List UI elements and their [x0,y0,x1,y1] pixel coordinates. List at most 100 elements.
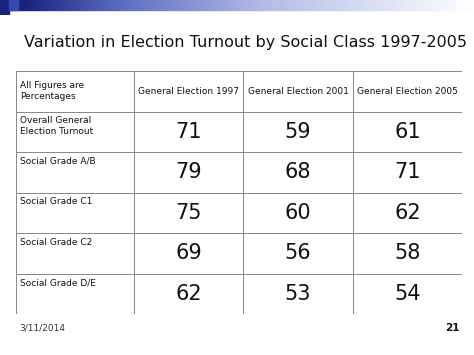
Bar [270,0,273,10]
Bar [242,0,244,10]
Bar [192,0,194,10]
Bar [450,0,453,10]
Bar [145,0,147,10]
Text: 21: 21 [445,323,460,333]
Text: Social Grade D/E: Social Grade D/E [20,279,96,288]
Text: 61: 61 [394,122,421,142]
Bar [187,0,190,10]
Bar [261,0,263,10]
Text: 60: 60 [285,203,311,223]
Bar [57,0,59,10]
Bar [294,0,296,10]
Bar [28,0,31,10]
Bar [0,10,9,15]
Bar [235,0,237,10]
Bar [379,0,382,10]
Bar [185,0,187,10]
Bar [417,0,419,10]
Bar [194,0,197,10]
Bar [384,0,386,10]
Bar [356,0,358,10]
Bar [114,0,116,10]
Bar [263,0,265,10]
Text: Overall General
Election Turnout: Overall General Election Turnout [20,116,93,136]
Bar [78,0,81,10]
Bar [2,0,5,10]
Bar [358,0,360,10]
Bar [337,0,339,10]
Bar [422,0,424,10]
Bar [363,0,365,10]
Bar [85,0,88,10]
Bar [100,0,102,10]
Bar [62,0,64,10]
Bar [83,0,85,10]
Bar [168,0,171,10]
Bar [178,0,180,10]
Bar [126,0,128,10]
Bar [467,0,469,10]
Bar [469,0,472,10]
Bar [310,0,313,10]
Bar [325,0,327,10]
Bar [128,0,130,10]
Bar [107,0,109,10]
Bar [156,0,159,10]
Bar [19,0,21,10]
Text: Social Grade A/B: Social Grade A/B [20,157,96,166]
Bar [408,0,410,10]
Text: Variation in Election Turnout by Social Class 1997-2005: Variation in Election Turnout by Social … [24,35,467,50]
Bar [52,0,55,10]
Bar [441,0,443,10]
Bar [313,0,315,10]
Bar [341,0,344,10]
Bar [443,0,446,10]
Bar [50,0,52,10]
Bar [460,0,462,10]
Bar [348,0,351,10]
Text: 56: 56 [285,244,311,263]
Bar [344,0,346,10]
Bar [431,0,434,10]
Bar [296,0,299,10]
Text: 68: 68 [285,162,311,182]
Bar [256,0,258,10]
Bar [289,0,292,10]
Bar [405,0,408,10]
Bar [292,0,294,10]
Bar [455,0,457,10]
Bar [251,0,254,10]
Text: 71: 71 [394,162,421,182]
Text: 62: 62 [394,203,421,223]
Bar [133,0,135,10]
Bar [90,0,92,10]
Bar [140,0,142,10]
Bar [301,0,303,10]
Bar [280,0,282,10]
Bar [287,0,289,10]
Bar [201,0,204,10]
Text: 62: 62 [175,284,202,304]
Bar [393,0,396,10]
Bar [265,0,268,10]
Bar [225,0,228,10]
Bar [396,0,398,10]
Bar [438,0,441,10]
Bar [372,0,374,10]
Bar [453,0,455,10]
Bar [228,0,230,10]
Bar [254,0,256,10]
Bar [303,0,306,10]
Bar [14,0,17,10]
Bar [171,0,173,10]
Text: 53: 53 [285,284,311,304]
Bar [152,0,154,10]
Bar [389,0,391,10]
Bar [258,0,261,10]
Bar [47,0,50,10]
Bar [26,0,28,10]
Bar [182,0,185,10]
Bar [204,0,206,10]
Bar [306,0,308,10]
Bar [36,0,38,10]
